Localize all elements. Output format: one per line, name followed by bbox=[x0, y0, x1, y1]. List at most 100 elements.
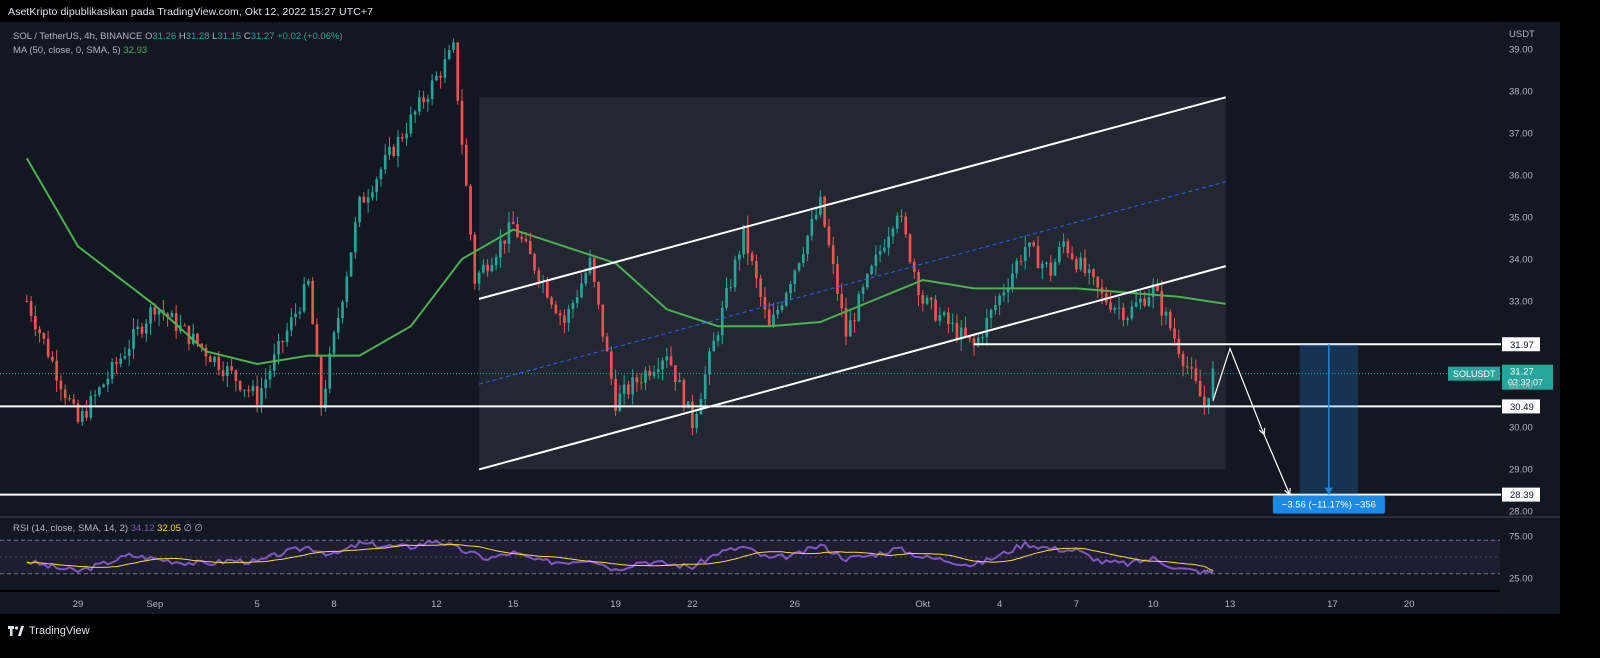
candle-body[interactable] bbox=[981, 337, 984, 339]
candle-body[interactable] bbox=[494, 257, 498, 266]
candle-body[interactable] bbox=[955, 322, 959, 340]
candle-body[interactable] bbox=[153, 307, 157, 315]
candle-body[interactable] bbox=[524, 239, 528, 242]
candle-body[interactable] bbox=[251, 386, 255, 392]
candle-body[interactable] bbox=[183, 325, 186, 327]
candle-body[interactable] bbox=[840, 293, 844, 309]
candle-body[interactable] bbox=[968, 336, 972, 339]
candle-body[interactable] bbox=[1190, 367, 1193, 369]
candle-body[interactable] bbox=[1126, 318, 1129, 321]
candle-body[interactable] bbox=[639, 382, 643, 384]
candle-body[interactable] bbox=[610, 351, 613, 379]
candle-body[interactable] bbox=[409, 114, 413, 134]
candle-body[interactable] bbox=[396, 136, 400, 157]
candle-body[interactable] bbox=[1006, 287, 1010, 293]
candle-body[interactable] bbox=[358, 196, 361, 223]
candle-body[interactable] bbox=[59, 380, 63, 390]
channel-lower-line[interactable] bbox=[478, 265, 1226, 471]
candle-body[interactable] bbox=[464, 144, 468, 186]
candle-body[interactable] bbox=[102, 384, 105, 388]
candle-body[interactable] bbox=[759, 278, 762, 298]
candle-body[interactable] bbox=[1211, 368, 1215, 399]
rsi-ma-line[interactable] bbox=[26, 544, 1214, 571]
candle-body[interactable] bbox=[917, 272, 920, 295]
candle-body[interactable] bbox=[68, 398, 71, 400]
candle-body[interactable] bbox=[1011, 273, 1014, 288]
candle-body[interactable] bbox=[460, 100, 464, 145]
candle-body[interactable] bbox=[379, 169, 383, 180]
candle-body[interactable] bbox=[942, 312, 946, 315]
candle-body[interactable] bbox=[742, 225, 745, 255]
candle-body[interactable] bbox=[34, 315, 37, 330]
candle-body[interactable] bbox=[921, 294, 925, 304]
candle-body[interactable] bbox=[98, 387, 101, 395]
candle-body[interactable] bbox=[473, 234, 477, 284]
candle-body[interactable] bbox=[780, 305, 784, 310]
candle-body[interactable] bbox=[1156, 283, 1159, 292]
candle-body[interactable] bbox=[601, 304, 605, 337]
candle-body[interactable] bbox=[908, 234, 912, 262]
candle-body[interactable] bbox=[1015, 260, 1018, 274]
candle-body[interactable] bbox=[123, 355, 127, 359]
candle-body[interactable] bbox=[136, 326, 140, 330]
candle-body[interactable] bbox=[866, 274, 869, 288]
candle-body[interactable] bbox=[452, 42, 455, 50]
candle-body[interactable] bbox=[405, 133, 408, 139]
candle-body[interactable] bbox=[290, 317, 293, 331]
candle-body[interactable] bbox=[315, 324, 319, 357]
candle-body[interactable] bbox=[584, 273, 588, 284]
candle-body[interactable] bbox=[1045, 262, 1048, 264]
candle-body[interactable] bbox=[558, 313, 562, 316]
candle-body[interactable] bbox=[814, 214, 818, 219]
candle-body[interactable] bbox=[605, 336, 609, 352]
candle-body[interactable] bbox=[499, 240, 502, 258]
candle-body[interactable] bbox=[729, 287, 733, 289]
candle-body[interactable] bbox=[571, 303, 575, 309]
candle-body[interactable] bbox=[930, 297, 933, 300]
rsi-pane[interactable] bbox=[0, 518, 1500, 590]
ma-legend[interactable]: MA (50, close, 0, SMA, 5) 32.93 bbox=[13, 45, 147, 56]
candle-body[interactable] bbox=[285, 330, 289, 343]
candle-body[interactable] bbox=[1087, 269, 1091, 273]
candle-body[interactable] bbox=[115, 361, 118, 365]
candle-body[interactable] bbox=[1147, 297, 1151, 306]
candle-body[interactable] bbox=[712, 340, 716, 352]
candle-body[interactable] bbox=[170, 313, 174, 318]
candle-body[interactable] bbox=[959, 327, 963, 340]
candle-body[interactable] bbox=[635, 377, 639, 383]
candle-body[interactable] bbox=[213, 356, 216, 363]
candle-body[interactable] bbox=[447, 49, 451, 60]
candle-body[interactable] bbox=[900, 215, 903, 217]
candle-body[interactable] bbox=[878, 251, 882, 255]
candle-body[interactable] bbox=[46, 338, 50, 357]
candle-body[interactable] bbox=[132, 329, 135, 349]
candle-body[interactable] bbox=[823, 196, 826, 227]
candle-body[interactable] bbox=[725, 287, 728, 308]
candle-body[interactable] bbox=[1203, 396, 1206, 408]
candle-body[interactable] bbox=[336, 317, 340, 333]
candle-body[interactable] bbox=[366, 197, 370, 203]
candle-body[interactable] bbox=[563, 315, 566, 323]
candle-body[interactable] bbox=[260, 388, 263, 405]
candle-body[interactable] bbox=[644, 370, 647, 383]
candle-body[interactable] bbox=[789, 284, 792, 294]
candle-body[interactable] bbox=[686, 401, 690, 409]
candle-body[interactable] bbox=[226, 366, 229, 377]
candle-body[interactable] bbox=[29, 301, 33, 316]
candle-body[interactable] bbox=[1194, 368, 1198, 381]
candle-body[interactable] bbox=[106, 378, 110, 385]
candle-body[interactable] bbox=[439, 75, 442, 78]
candle-body[interactable] bbox=[383, 154, 387, 170]
candle-body[interactable] bbox=[1023, 246, 1027, 261]
candle-body[interactable] bbox=[1173, 328, 1176, 339]
candle-body[interactable] bbox=[255, 386, 259, 405]
candle-body[interactable] bbox=[1109, 302, 1112, 310]
candle-body[interactable] bbox=[537, 270, 541, 283]
candle-body[interactable] bbox=[1019, 260, 1023, 262]
candle-body[interactable] bbox=[1049, 262, 1053, 276]
candle-body[interactable] bbox=[93, 394, 97, 396]
symbol-name[interactable]: SOL / TetherUS, 4h, BINANCE bbox=[13, 31, 143, 42]
candle-body[interactable] bbox=[925, 297, 929, 304]
candle-body[interactable] bbox=[294, 313, 297, 318]
candle-body[interactable] bbox=[388, 146, 391, 155]
